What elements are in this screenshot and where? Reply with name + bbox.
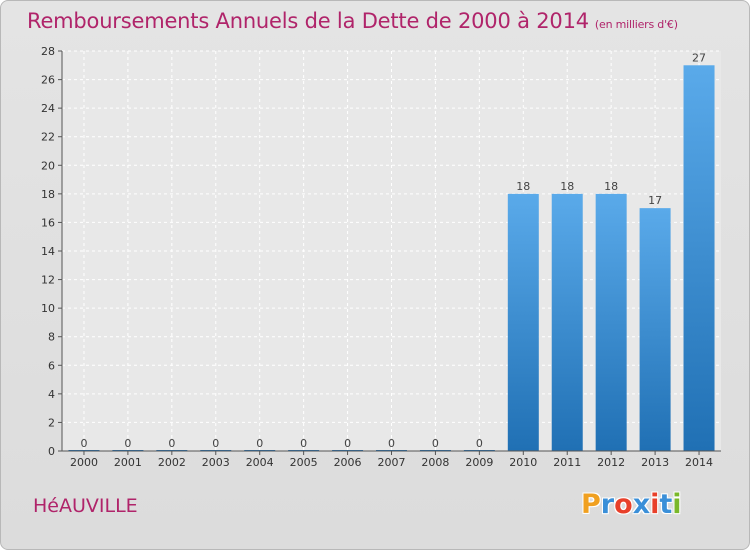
x-tick-label-2001: 2001: [114, 456, 142, 469]
bar-2013: [639, 208, 671, 451]
y-tick-label: 14: [41, 245, 55, 258]
x-tick-label-2004: 2004: [246, 456, 274, 469]
x-tick-label-2003: 2003: [202, 456, 230, 469]
y-tick-label: 28: [41, 45, 55, 58]
x-tick-label-2011: 2011: [553, 456, 581, 469]
value-label-2009: 0: [476, 437, 483, 450]
y-tick-label: 18: [41, 188, 55, 201]
value-label-2004: 0: [256, 437, 263, 450]
bar-2010: [507, 193, 539, 451]
value-label-2005: 0: [300, 437, 307, 450]
value-label-2013: 17: [648, 194, 662, 207]
logo-letter: x: [632, 489, 651, 520]
value-label-2010: 18: [516, 180, 530, 193]
y-tick-label: 20: [41, 159, 55, 172]
value-label-2000: 0: [80, 437, 87, 450]
logo-letter: t: [659, 489, 673, 520]
x-tick-label-2010: 2010: [509, 456, 537, 469]
value-label-2006: 0: [344, 437, 351, 450]
value-label-2007: 0: [388, 437, 395, 450]
y-tick-label: 22: [41, 131, 55, 144]
x-tick-label-2006: 2006: [334, 456, 362, 469]
value-label-2001: 0: [124, 437, 131, 450]
logo-letter: o: [614, 489, 633, 520]
proxiti-logo: Proxiti: [581, 489, 682, 520]
y-tick-label: 24: [41, 102, 55, 115]
bar-2011: [551, 193, 583, 451]
logo-letter: i: [672, 489, 682, 520]
bar-2014: [683, 65, 715, 452]
y-tick-label: 0: [48, 445, 55, 458]
chart-title: Remboursements Annuels de la Dette de 20…: [27, 9, 678, 33]
logo-letter: i: [650, 489, 660, 520]
x-tick-label-2014: 2014: [685, 456, 713, 469]
y-tick-label: 12: [41, 274, 55, 287]
commune-name: HéAUVILLE: [33, 495, 138, 517]
logo-letter: P: [581, 489, 601, 520]
y-tick-label: 4: [48, 388, 55, 401]
y-tick-label: 8: [48, 331, 55, 344]
x-tick-label-2002: 2002: [158, 456, 186, 469]
value-label-2011: 18: [560, 180, 574, 193]
x-tick-label-2012: 2012: [597, 456, 625, 469]
value-label-2002: 0: [168, 437, 175, 450]
y-tick-label: 2: [48, 416, 55, 429]
x-tick-label-2009: 2009: [465, 456, 493, 469]
value-label-2003: 0: [212, 437, 219, 450]
bar-2012: [595, 193, 627, 451]
y-tick-label: 16: [41, 216, 55, 229]
y-tick-label: 26: [41, 74, 55, 87]
value-label-2014: 27: [692, 51, 706, 64]
x-tick-label-2013: 2013: [641, 456, 669, 469]
chart-title-text: Remboursements Annuels de la Dette de 20…: [27, 9, 589, 33]
x-tick-label-2008: 2008: [421, 456, 449, 469]
logo-letter: r: [600, 489, 615, 520]
y-tick-label: 6: [48, 359, 55, 372]
value-label-2012: 18: [604, 180, 618, 193]
chart-subtitle: (en milliers d'€): [594, 18, 678, 31]
value-label-2008: 0: [432, 437, 439, 450]
x-tick-label-2005: 2005: [290, 456, 318, 469]
x-tick-label-2007: 2007: [378, 456, 406, 469]
y-tick-label: 10: [41, 302, 55, 315]
x-tick-label-2000: 2000: [70, 456, 98, 469]
